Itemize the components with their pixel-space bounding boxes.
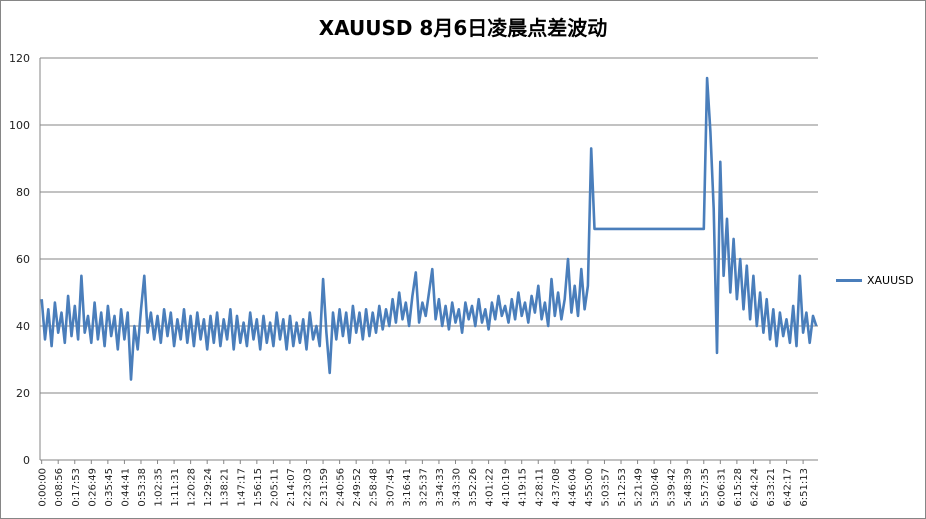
x-tick-label: 0:00:00: [38, 468, 49, 507]
x-tick-label: 4:19:15: [518, 468, 529, 507]
x-tick-label: 3:52:26: [468, 468, 479, 507]
x-tick-label: 0:08:56: [54, 468, 65, 507]
x-tick-label: 1:02:35: [154, 468, 165, 507]
y-tick-label: 80: [16, 186, 30, 199]
y-tick-label: 100: [9, 119, 30, 132]
legend-label: XAUUSD: [867, 274, 914, 287]
x-tick-label: 2:49:52: [352, 468, 363, 507]
x-tick-label: 3:16:41: [402, 468, 413, 507]
y-tick-label: 0: [23, 454, 30, 467]
x-tick-label: 2:14:07: [286, 468, 297, 507]
x-tick-label: 6:42:17: [783, 468, 794, 507]
x-tick-label: 6:51:13: [799, 468, 810, 507]
y-tick-label: 120: [9, 52, 30, 65]
x-tick-label: 2:58:48: [369, 468, 380, 507]
x-tick-label: 1:47:17: [236, 468, 247, 507]
x-tick-label: 2:40:56: [336, 468, 347, 507]
x-tick-label: 4:37:08: [551, 468, 562, 507]
x-tick-label: 1:29:24: [203, 468, 214, 507]
x-tick-label: 2:31:59: [319, 468, 330, 507]
x-tick-label: 6:33:21: [766, 468, 777, 507]
x-tick-label: 4:01:22: [485, 468, 496, 507]
x-tick-label: 4:46:04: [567, 468, 578, 507]
x-tick-label: 0:17:53: [71, 468, 82, 507]
x-tick-label: 5:03:57: [600, 468, 611, 507]
x-tick-label: 4:28:11: [534, 468, 545, 507]
x-tick-label: 5:57:35: [700, 468, 711, 507]
x-tick-label: 2:23:03: [303, 468, 314, 507]
legend: XAUUSD: [836, 274, 914, 287]
x-tick-label: 0:35:45: [104, 468, 115, 507]
x-tick-label: 0:26:49: [87, 468, 98, 507]
x-tick-label: 3:25:37: [418, 468, 429, 507]
x-tick-label: 3:34:33: [435, 468, 446, 507]
y-tick-label: 20: [16, 387, 30, 400]
x-tick-label: 0:53:38: [137, 468, 148, 507]
x-tick-label: 1:11:31: [170, 468, 181, 507]
legend-swatch: [836, 279, 862, 282]
x-tick-label: 4:55:00: [584, 468, 595, 507]
x-tick-label: 2:05:11: [269, 468, 280, 507]
chart-title: XAUUSD 8月6日凌晨点差波动: [318, 16, 608, 40]
x-tick-label: 5:39:42: [667, 468, 678, 507]
x-tick-label: 1:20:28: [187, 468, 198, 507]
x-tick-label: 4:10:19: [501, 468, 512, 507]
y-tick-label: 60: [16, 253, 30, 266]
x-tick-label: 5:12:53: [617, 468, 628, 507]
x-tick-label: 5:48:39: [683, 468, 694, 507]
x-tick-label: 0:44:41: [120, 468, 131, 507]
x-tick-label: 5:30:46: [650, 468, 661, 507]
x-tick-label: 6:24:24: [749, 468, 760, 507]
x-tick-label: 6:06:31: [716, 468, 727, 507]
x-tick-label: 3:07:45: [385, 468, 396, 507]
x-tick-label: 1:38:21: [220, 468, 231, 507]
x-tick-label: 3:43:30: [451, 468, 462, 507]
x-tick-label: 1:56:15: [253, 468, 264, 507]
y-tick-label: 40: [16, 320, 30, 333]
x-tick-label: 6:15:28: [733, 468, 744, 507]
x-tick-label: 5:21:49: [634, 468, 645, 507]
series-line-xauusd: [40, 76, 818, 381]
